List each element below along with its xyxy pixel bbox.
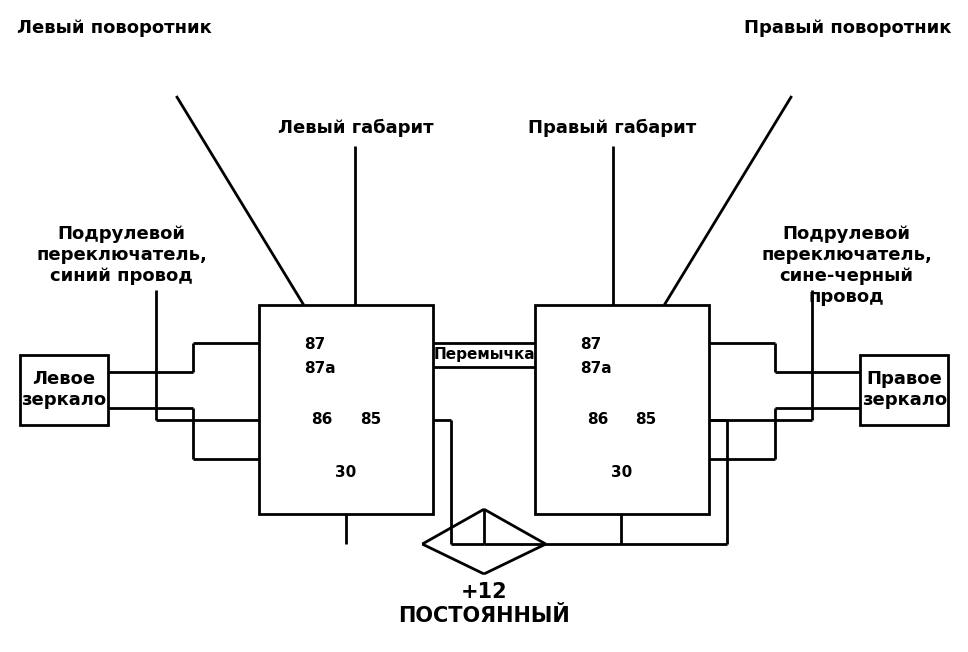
Text: Перемычка: Перемычка [434,348,534,363]
Bar [259,305,434,514]
Text: ПОСТОЯННЫЙ: ПОСТОЯННЫЙ [398,606,570,626]
Text: Правое
зеркало: Правое зеркало [862,370,947,409]
Text: +12: +12 [461,582,507,602]
Bar [534,305,709,514]
Text: 86: 86 [312,412,333,427]
Text: 85: 85 [360,412,381,427]
Bar [20,355,107,424]
Text: 87: 87 [304,338,325,353]
Text: Правый поворотник: Правый поворотник [743,20,951,37]
Bar [861,355,948,424]
Text: Подрулевой
переключатель,
синий провод: Подрулевой переключатель, синий провод [36,226,207,285]
Text: Левое
зеркало: Левое зеркало [21,370,106,409]
Text: Подрулевой
переключатель,
сине-черный
провод: Подрулевой переключатель, сине-черный пр… [761,226,932,306]
Text: 87a: 87a [580,361,612,376]
Text: 87a: 87a [304,361,336,376]
Text: Левый поворотник: Левый поворотник [17,20,212,37]
Text: 86: 86 [587,412,609,427]
Text: Правый габарит: Правый габарит [529,119,697,137]
Text: 85: 85 [636,412,656,427]
Text: Левый габарит: Левый габарит [278,119,434,137]
Text: 30: 30 [611,465,632,480]
Text: 87: 87 [580,338,601,353]
Text: 30: 30 [335,465,356,480]
